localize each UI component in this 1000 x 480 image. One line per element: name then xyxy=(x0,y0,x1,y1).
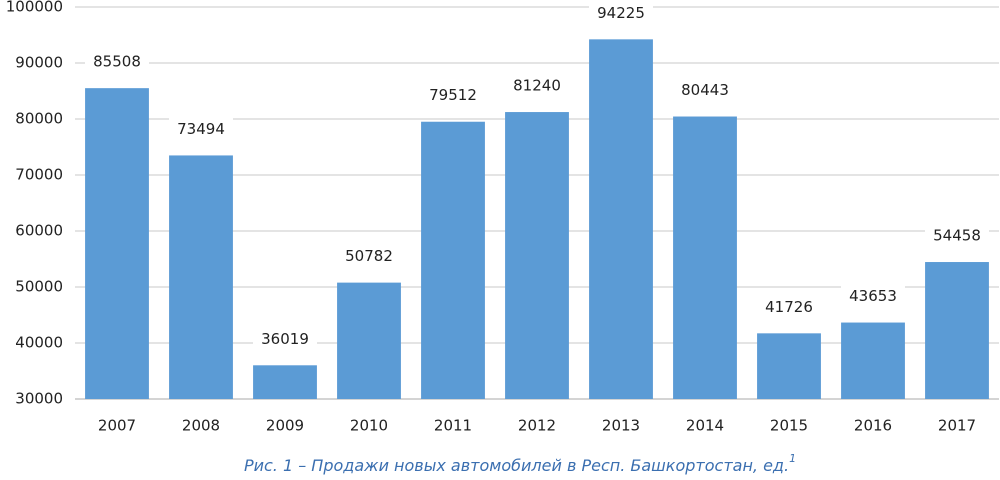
x-tick-label: 2009 xyxy=(266,417,304,435)
value-label-bg xyxy=(421,84,485,107)
value-label: 73494 xyxy=(177,120,225,138)
y-tick-label: 40000 xyxy=(15,334,63,352)
x-tick-label: 2014 xyxy=(686,417,724,435)
y-tick-label: 80000 xyxy=(15,110,63,128)
value-label: 85508 xyxy=(93,53,141,71)
x-tick-label: 2010 xyxy=(350,417,388,435)
value-label-bg xyxy=(841,285,905,308)
x-tick-label: 2008 xyxy=(182,417,220,435)
y-tick-label: 90000 xyxy=(15,54,63,72)
bar xyxy=(589,39,653,400)
value-label: 80443 xyxy=(681,81,729,99)
value-label-bg xyxy=(589,2,653,25)
x-tick-label: 2017 xyxy=(938,417,976,435)
value-label-bg xyxy=(505,75,569,98)
value-label: 81240 xyxy=(513,77,561,95)
x-tick-label: 2015 xyxy=(770,417,808,435)
value-label: 36019 xyxy=(261,330,309,348)
x-tick-label: 2013 xyxy=(602,417,640,435)
value-label: 41726 xyxy=(765,298,813,316)
value-label: 54458 xyxy=(933,227,981,245)
x-tick-label: 2007 xyxy=(98,417,136,435)
y-tick-label: 30000 xyxy=(15,390,63,408)
bar xyxy=(925,262,989,399)
value-label-bg xyxy=(673,79,737,102)
bar xyxy=(337,282,401,399)
value-label-bg xyxy=(925,225,989,248)
y-tick-label: 70000 xyxy=(15,166,63,184)
chart-title: Рис. 1 – Продажи новых автомобилей в Рес… xyxy=(244,452,796,475)
bar xyxy=(169,155,233,399)
bar xyxy=(253,365,317,399)
value-label-bg xyxy=(169,118,233,141)
bar xyxy=(673,116,737,400)
bar xyxy=(757,333,821,399)
y-tick-label: 50000 xyxy=(15,278,63,296)
value-label-bg xyxy=(85,51,149,74)
y-tick-label: 100000 xyxy=(6,0,63,16)
bar xyxy=(505,112,569,399)
bar xyxy=(841,322,905,399)
bar xyxy=(85,88,149,399)
value-label: 94225 xyxy=(597,4,645,22)
x-tick-label: 2011 xyxy=(434,417,472,435)
y-tick-label: 60000 xyxy=(15,222,63,240)
caption-text: Рис. 1 – Продажи новых автомобилей в Рес… xyxy=(244,456,789,475)
value-label-bg xyxy=(757,296,821,319)
x-tick-label: 2012 xyxy=(518,417,556,435)
x-tick-label: 2016 xyxy=(854,417,892,435)
caption-footnote: 1 xyxy=(789,452,796,465)
value-label: 79512 xyxy=(429,86,477,104)
value-label: 43653 xyxy=(849,287,897,305)
value-label: 50782 xyxy=(345,247,393,265)
value-label-bg xyxy=(253,328,317,351)
bar xyxy=(421,121,485,400)
value-label-bg xyxy=(337,245,401,268)
